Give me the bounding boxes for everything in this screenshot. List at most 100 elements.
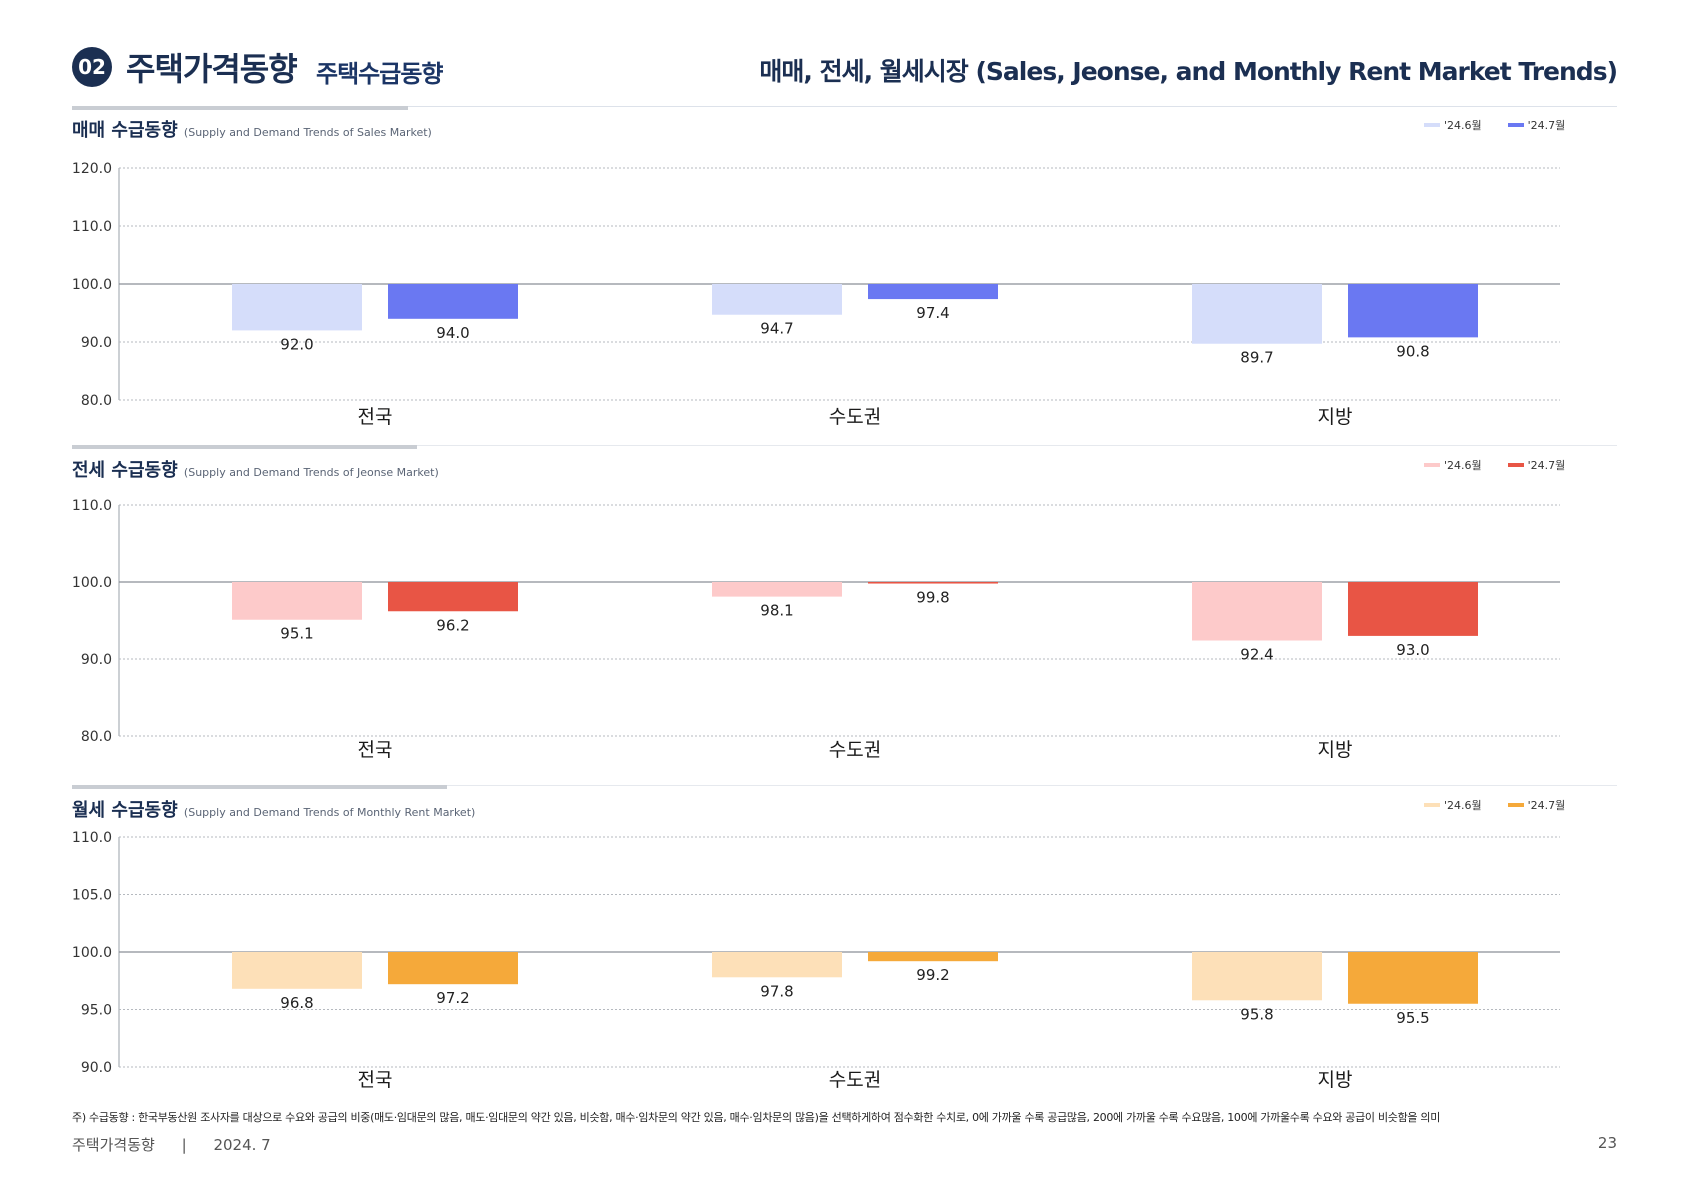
legend-swatch [1507,123,1524,127]
category-label: 전국 [358,739,393,761]
footer: 주택가격동향 | 2024. 7 [72,1134,271,1155]
section-title-en: (Supply and Demand Trends of Jeonse Mark… [183,466,439,479]
bar [388,284,518,319]
page-number: 23 [1597,1134,1617,1152]
bar [232,284,362,331]
y-tick-label: 80.0 [81,393,112,409]
legend-label: '24.6월 [1444,119,1482,132]
category-label: 전국 [358,406,393,428]
data-label: 99.2 [916,966,949,984]
y-tick-label: 90.0 [81,652,112,668]
y-tick-label: 110.0 [72,830,112,846]
footer-date: 2024. 7 [213,1136,271,1154]
data-label: 89.7 [1240,349,1273,367]
page-subtitle: 주택수급동향 [316,60,443,88]
legend-item: '24.7월 [1507,797,1566,813]
section-title-jeonse: 전세 수급동향 (Supply and Demand Trends of Jeo… [72,456,439,482]
data-label: 96.2 [436,616,469,634]
data-label: 93.0 [1396,641,1429,659]
legend-label: '24.7월 [1527,799,1566,812]
category-label: 수도권 [829,739,881,761]
y-tick-label: 90.0 [81,335,112,351]
category-label: 수도권 [829,1069,881,1091]
legend-item: '24.6월 [1424,457,1482,473]
legend-item: '24.6월 [1424,117,1482,133]
data-label: 94.0 [436,324,469,342]
category-label: 지방 [1318,406,1353,428]
bar [1192,284,1322,344]
legend-monthly-rent: '24.6월 '24.7월 [1424,797,1565,813]
section-title-ko: 매매 수급동향 [72,120,178,141]
legend-label: '24.6월 [1444,459,1482,472]
section-accent-bar [72,445,417,449]
bar [1192,952,1322,1001]
bar [712,284,842,315]
bar [388,582,518,612]
header-divider [72,106,1617,107]
legend-swatch [1424,123,1440,127]
category-label: 전국 [358,1069,393,1091]
footer-separator: | [181,1136,187,1154]
y-tick-label: 120.0 [72,161,112,177]
section-title-sales: 매매 수급동향 (Supply and Demand Trends of Sal… [72,116,432,142]
bar [232,582,362,620]
data-label: 95.5 [1396,1009,1429,1027]
footnote: 주) 수급동향 : 한국부동산원 조사자를 대상으로 수요와 공급의 비중(매도… [72,1111,1441,1124]
y-tick-label: 105.0 [72,888,112,904]
legend-item: '24.7월 [1507,457,1566,473]
section-title-en: (Supply and Demand Trends of Monthly Ren… [183,806,476,819]
legend-label: '24.7월 [1527,119,1566,132]
section-divider [72,445,1617,446]
legend-label: '24.7월 [1527,459,1566,472]
bar [712,582,842,597]
data-label: 94.7 [760,320,793,338]
bar [1348,582,1478,636]
bar [388,952,518,985]
bar [712,952,842,978]
data-label: 97.4 [916,304,949,322]
section-accent-bar [72,106,408,110]
y-tick-label: 90.0 [81,1060,112,1076]
legend-item: '24.7월 [1507,117,1566,133]
data-label: 92.4 [1240,646,1273,664]
section-title-en: (Supply and Demand Trends of Sales Marke… [183,126,432,139]
data-label: 97.8 [760,982,793,1000]
y-tick-label: 100.0 [72,945,112,961]
legend-swatch [1507,803,1524,807]
legend-sales: '24.6월 '24.7월 [1424,117,1565,133]
section-divider [72,785,1617,786]
data-label: 99.8 [916,589,949,607]
section-title-ko: 월세 수급동향 [72,800,178,821]
data-label: 90.8 [1396,342,1429,360]
page-header: 02 주택가격동향 주택수급동향 매매, 전세, 월세시장 (Sales, Je… [72,44,1618,88]
y-tick-label: 110.0 [72,498,112,514]
section-title-monthly-rent: 월세 수급동향 (Supply and Demand Trends of Mon… [72,796,475,822]
data-label: 95.1 [280,625,313,643]
data-label: 92.0 [280,335,313,353]
page-title: 주택가격동향 [126,50,298,88]
y-tick-label: 80.0 [81,729,112,745]
bar [868,284,998,300]
bar [1192,582,1322,641]
category-label: 수도권 [829,406,881,428]
section-number-badge: 02 [72,47,112,87]
y-tick-label: 95.0 [81,1003,112,1019]
legend-label: '24.6월 [1444,799,1482,812]
legend-swatch [1424,803,1440,807]
footer-publication: 주택가격동향 [72,1136,155,1154]
y-tick-label: 110.0 [72,219,112,235]
section-accent-bar [72,785,447,789]
data-label: 96.8 [280,994,313,1012]
legend-swatch [1424,463,1440,467]
legend-swatch [1507,463,1524,467]
legend-jeonse: '24.6월 '24.7월 [1424,457,1565,473]
y-tick-label: 100.0 [72,277,112,293]
legend-item: '24.6월 [1424,797,1482,813]
category-label: 지방 [1318,739,1353,761]
section-heading-right: 매매, 전세, 월세시장 (Sales, Jeonse, and Monthly… [759,57,1618,86]
data-label: 95.8 [1240,1005,1273,1023]
bar [232,952,362,989]
category-label: 지방 [1318,1069,1353,1091]
bar [868,952,998,962]
